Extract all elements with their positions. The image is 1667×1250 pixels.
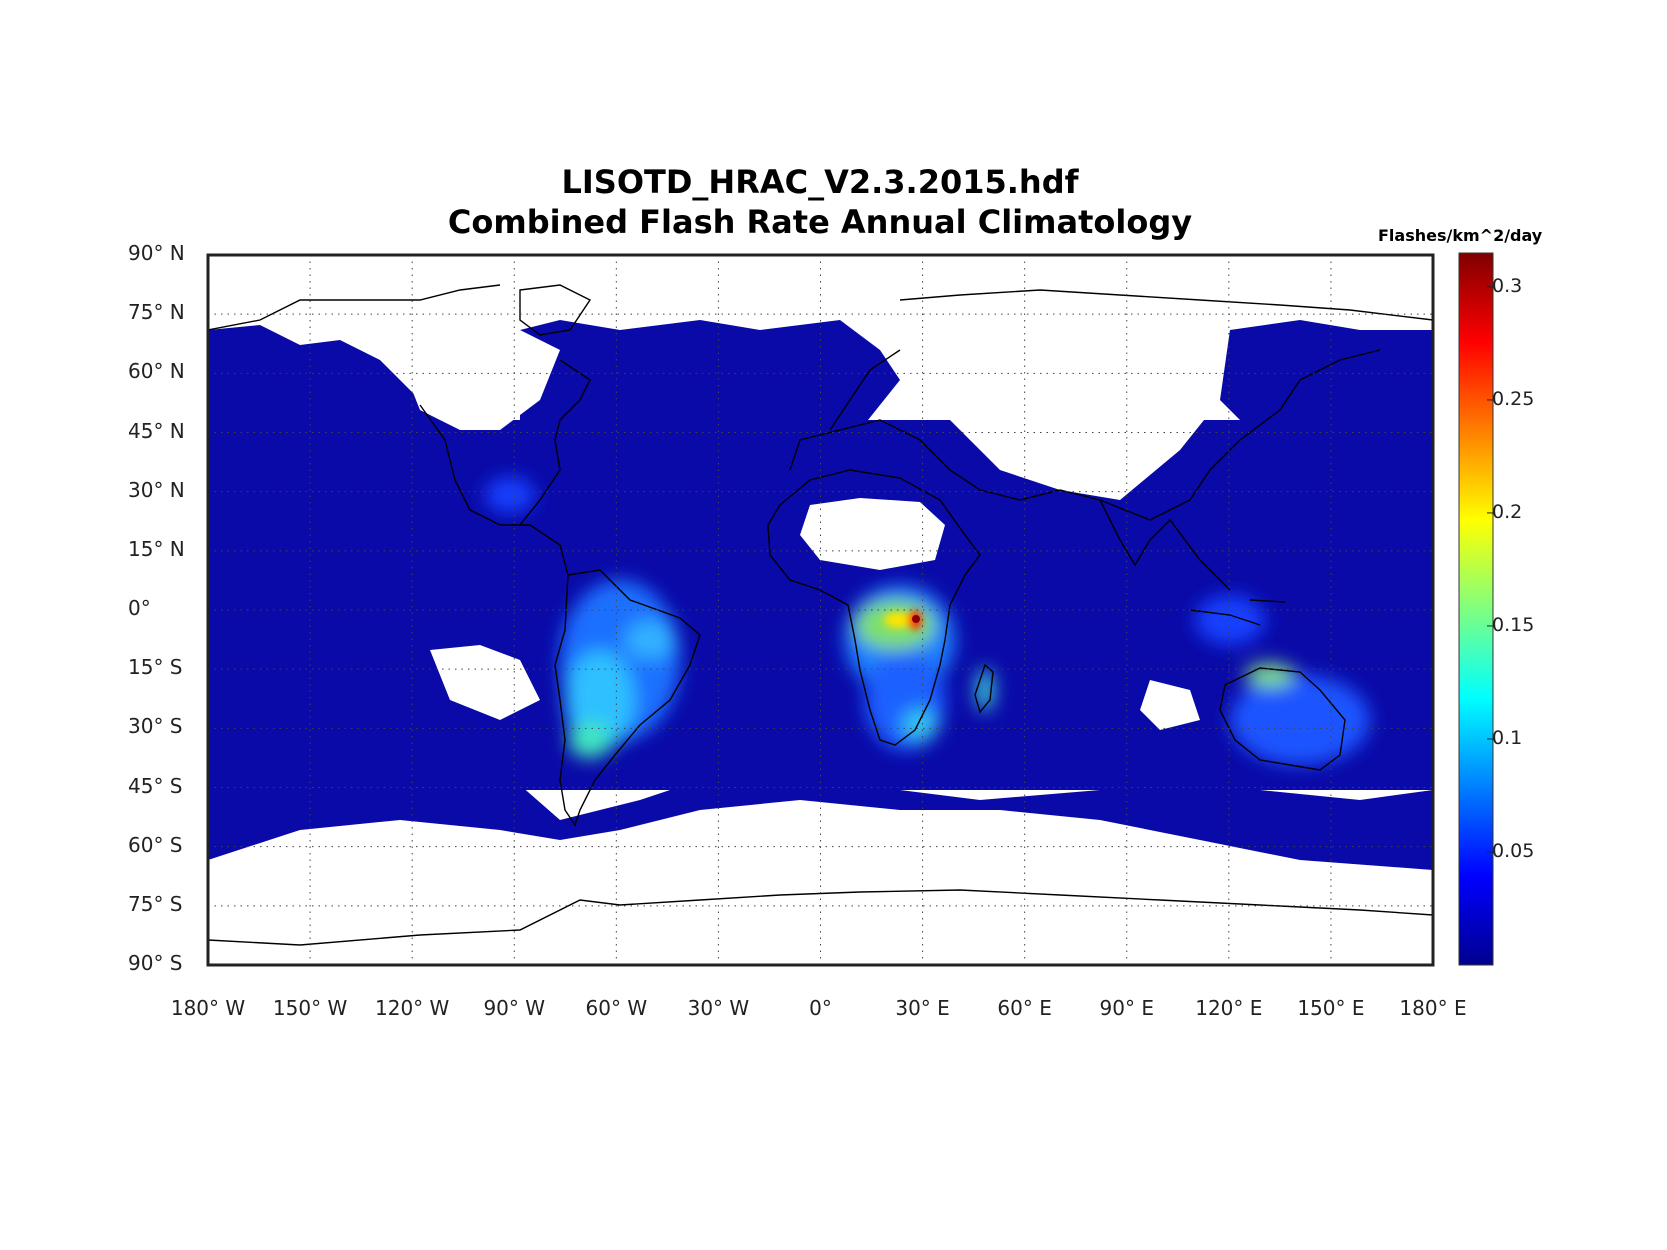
longitude-tick-label: 90° W xyxy=(483,996,546,1020)
longitude-tick-label: 150° W xyxy=(272,996,348,1020)
colorbar-label: Flashes/km^2/day xyxy=(1378,226,1543,245)
colorbar-tick-label: 0.05 xyxy=(1492,839,1535,862)
longitude-tick-label: 180° W xyxy=(170,996,246,1020)
latitude-tick-label: 45° S xyxy=(128,773,183,798)
latitude-tick-label: 45° N xyxy=(128,418,185,443)
longitude-tick-label: 60° E xyxy=(997,996,1052,1020)
latitude-tick-label: 75° S xyxy=(128,891,183,916)
colorbar-tick-label: 0.2 xyxy=(1492,500,1523,523)
latitude-tick-label: 75° N xyxy=(128,300,185,325)
colorbar xyxy=(1458,252,1494,966)
latitude-tick-label: 15° N xyxy=(128,536,185,561)
longitude-tick-label: 30° W xyxy=(687,996,750,1020)
map-frame xyxy=(206,253,1435,967)
longitude-tick-label: 90° E xyxy=(1099,996,1154,1020)
map-raster xyxy=(208,255,1433,965)
longitude-tick-label: 180° E xyxy=(1399,996,1467,1020)
colorbar-tick-label: 0.15 xyxy=(1492,613,1535,636)
coastlines xyxy=(208,284,1433,946)
latitude-tick-label: 15° S xyxy=(128,655,183,680)
colorbar-tick-label: 0.1 xyxy=(1492,726,1523,749)
latitude-tick-label: 90° N xyxy=(128,241,185,265)
longitude-tick-label: 120° W xyxy=(375,996,450,1020)
longitude-tick-label: 120° E xyxy=(1195,996,1263,1020)
latitude-tick-label: 30° N xyxy=(128,477,185,502)
chart-title-line-2: Combined Flash Rate Annual Climatology xyxy=(447,203,1193,241)
latitude-tick-label: 90° S xyxy=(128,951,183,975)
congo-hotspot-marker xyxy=(912,615,920,623)
latitude-tick-label: 60° N xyxy=(128,359,185,384)
colorbar-tick-label: 0.3 xyxy=(1492,274,1523,297)
chart-title-line-1: LISOTD_HRAC_V2.3.2015.hdf xyxy=(561,163,1079,201)
latitude-tick-label: 0° xyxy=(128,596,151,620)
longitude-tick-label: 60° W xyxy=(585,996,648,1020)
latitude-tick-label: 60° S xyxy=(128,832,183,857)
longitude-tick-label: 0° xyxy=(809,996,832,1020)
latitude-tick-label: 30° S xyxy=(128,714,183,739)
colorbar-tick-label: 0.25 xyxy=(1492,387,1535,410)
longitude-tick-label: 150° E xyxy=(1297,996,1365,1020)
longitude-tick-label: 30° E xyxy=(895,996,950,1020)
